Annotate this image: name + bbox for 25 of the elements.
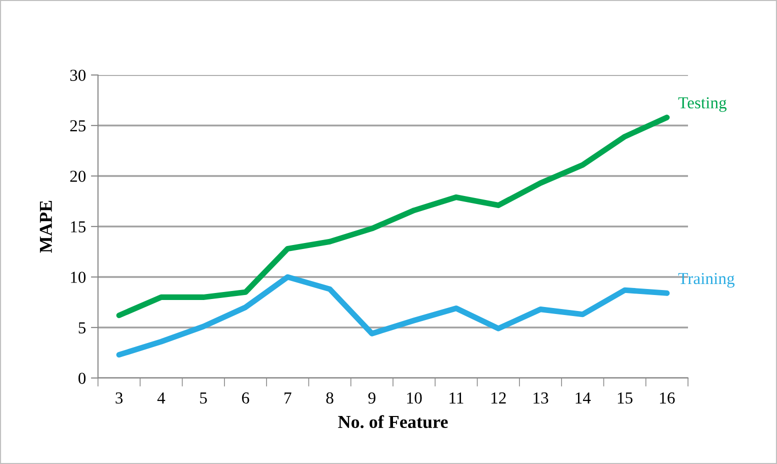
x-tick-label: 8: [326, 392, 334, 404]
x-tick-label: 11: [450, 392, 464, 404]
x-tick-label: 15: [618, 392, 632, 404]
x-tick-label: 6: [242, 392, 250, 404]
y-tick-label: 25: [70, 120, 86, 132]
x-tick-label: 13: [534, 392, 548, 404]
series-label: Testing: [678, 97, 727, 112]
x-tick-label: 7: [284, 392, 292, 404]
y-tick-label: 5: [78, 322, 86, 334]
y-axis-title: MAPE: [40, 200, 52, 253]
y-tick-label: 20: [70, 170, 86, 182]
y-tick-label: 30: [70, 70, 86, 81]
x-tick-label: 14: [576, 392, 591, 404]
x-tick-label: 9: [368, 392, 376, 404]
y-tick-label: 0: [78, 372, 86, 384]
x-tick-label: 5: [200, 392, 207, 404]
y-tick-label: 10: [70, 272, 86, 283]
x-tick-label: 3: [116, 392, 123, 404]
x-tick-label: 12: [491, 392, 506, 404]
x-axis-title: No. of Feature: [338, 415, 448, 428]
x-tick-label: 10: [407, 392, 422, 404]
series-label: Training: [678, 272, 735, 288]
x-tick-label: 16: [660, 392, 675, 404]
x-tick-label: 4: [157, 392, 166, 404]
y-tick-label: 15: [70, 221, 86, 232]
